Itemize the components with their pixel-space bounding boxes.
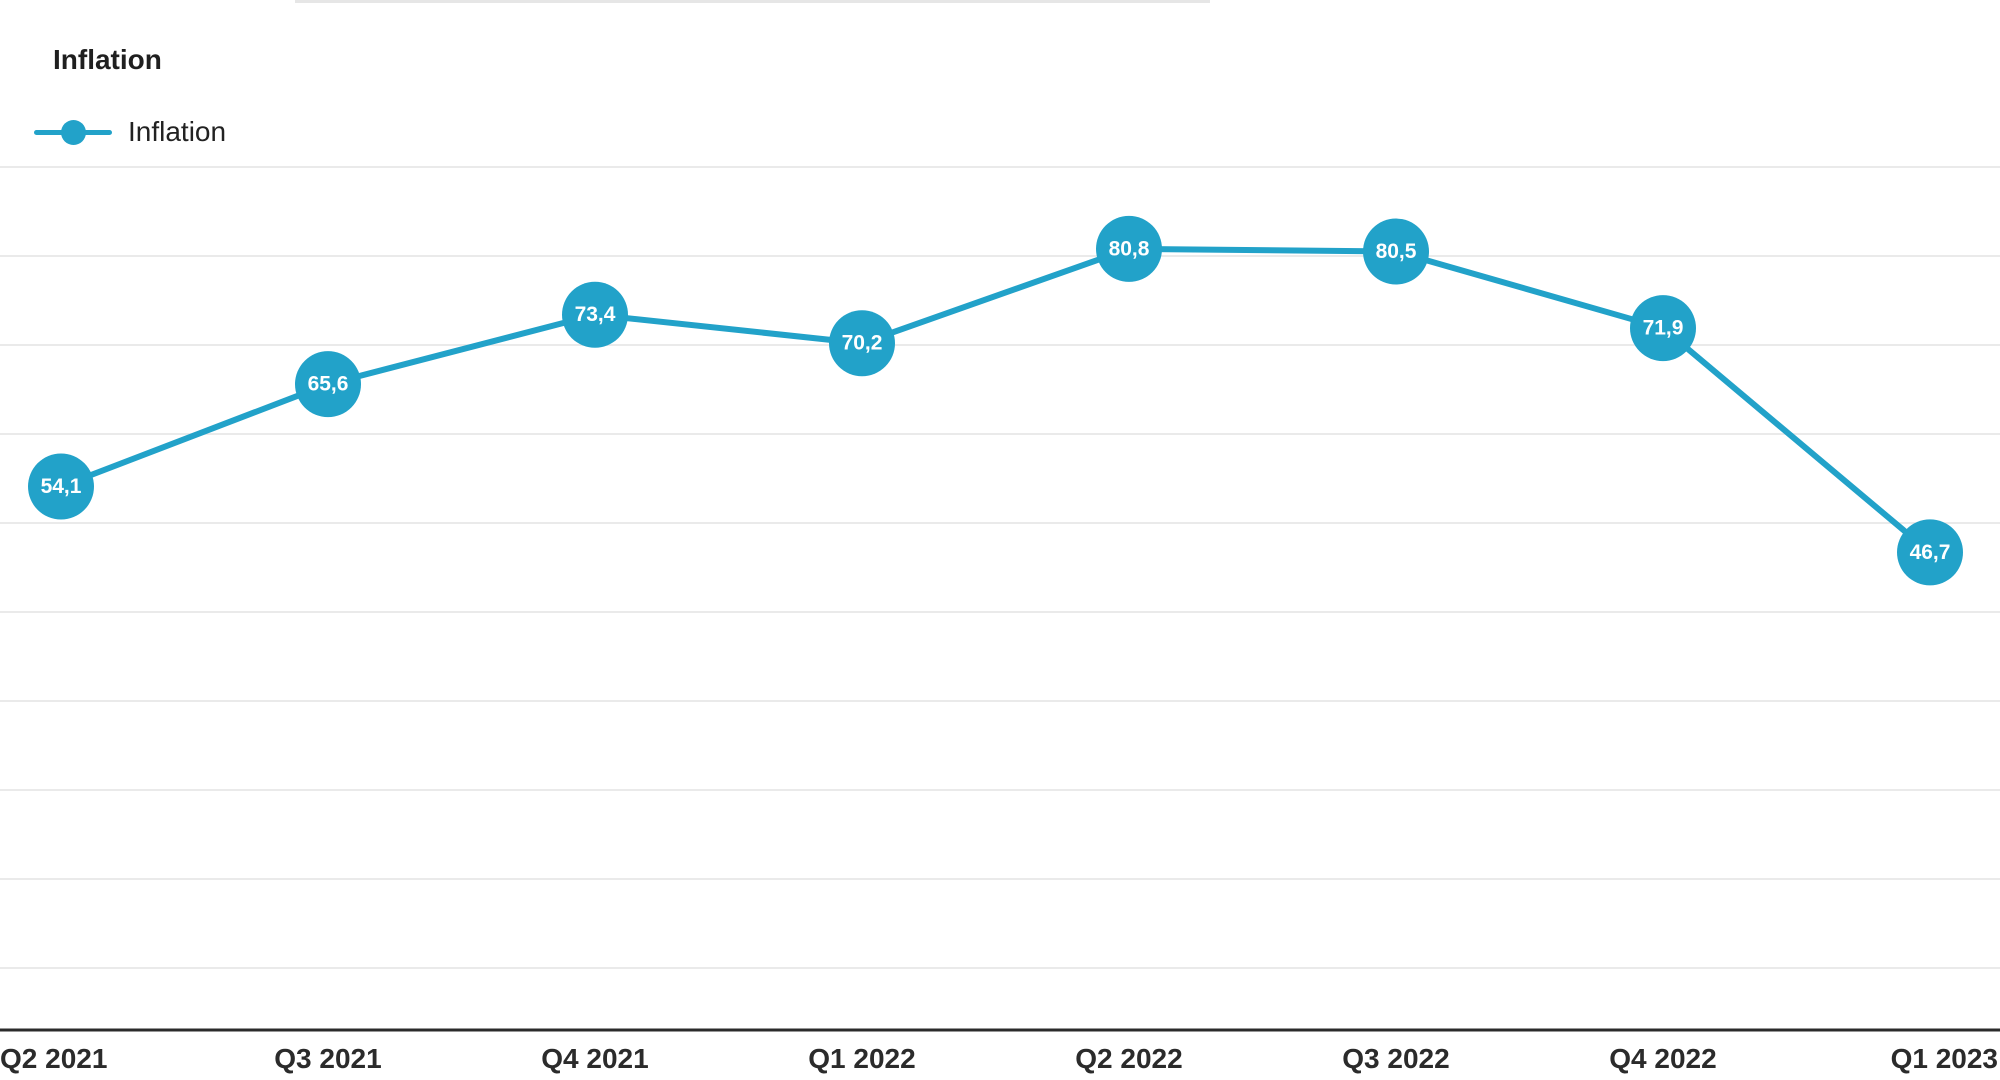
- x-tick-label: Q4 2022: [1609, 1043, 1716, 1074]
- data-label: 54,1: [41, 475, 82, 498]
- x-tick-label: Q3 2021: [274, 1043, 381, 1074]
- data-point[interactable]: 71,9: [1630, 295, 1696, 362]
- x-tick-label: Q4 2021: [541, 1043, 648, 1074]
- x-tick-label: Q1 2022: [808, 1043, 915, 1074]
- data-point[interactable]: 73,4: [562, 281, 628, 348]
- data-label: 46,7: [1910, 541, 1951, 564]
- data-label: 80,8: [1109, 237, 1150, 260]
- data-point-marker[interactable]: [829, 310, 895, 377]
- data-point-marker[interactable]: [1363, 218, 1429, 285]
- data-point[interactable]: 65,6: [295, 351, 361, 418]
- data-point[interactable]: 70,2: [829, 310, 895, 377]
- data-point-marker[interactable]: [562, 281, 628, 348]
- data-label: 71,9: [1643, 317, 1684, 340]
- data-point-marker[interactable]: [295, 351, 361, 418]
- data-point[interactable]: 80,8: [1096, 215, 1162, 282]
- top-divider: [295, 0, 1210, 3]
- data-point-marker[interactable]: [1096, 215, 1162, 282]
- data-point-marker[interactable]: [28, 453, 94, 520]
- data-label: 70,2: [842, 332, 883, 355]
- data-label: 73,4: [575, 303, 616, 326]
- data-point[interactable]: 54,1: [28, 453, 94, 520]
- data-point-marker[interactable]: [1630, 295, 1696, 362]
- data-label: 80,5: [1376, 240, 1417, 263]
- gridlines: [0, 166, 2000, 969]
- x-tick-label: Q2 2022: [1075, 1043, 1182, 1074]
- legend-line-marker-icon: [34, 112, 112, 152]
- x-tick-label: Q1 2023: [1891, 1043, 1998, 1074]
- series-line-layer: [58, 245, 1933, 556]
- data-point[interactable]: 46,7: [1897, 519, 1963, 586]
- legend-dot: [61, 120, 86, 145]
- chart-title: Inflation: [53, 44, 162, 75]
- x-tick-label: Q3 2022: [1342, 1043, 1449, 1074]
- data-point[interactable]: 80,5: [1363, 218, 1429, 285]
- series-points: 54,1 65,6 73,4 70,2 80,8 80,5 71,9 46,7: [28, 215, 1963, 586]
- x-tick-label: Q2 2021: [0, 1043, 107, 1074]
- data-label: 65,6: [308, 373, 349, 396]
- x-tick-labels: Q2 2021 Q3 2021 Q4 2021 Q1 2022 Q2 2022 Q3 20…: [0, 1043, 1998, 1074]
- data-point-marker[interactable]: [1897, 519, 1963, 586]
- series-line: [58, 245, 1933, 556]
- legend-label: Inflation: [128, 116, 227, 147]
- legend[interactable]: Inflation: [34, 112, 226, 152]
